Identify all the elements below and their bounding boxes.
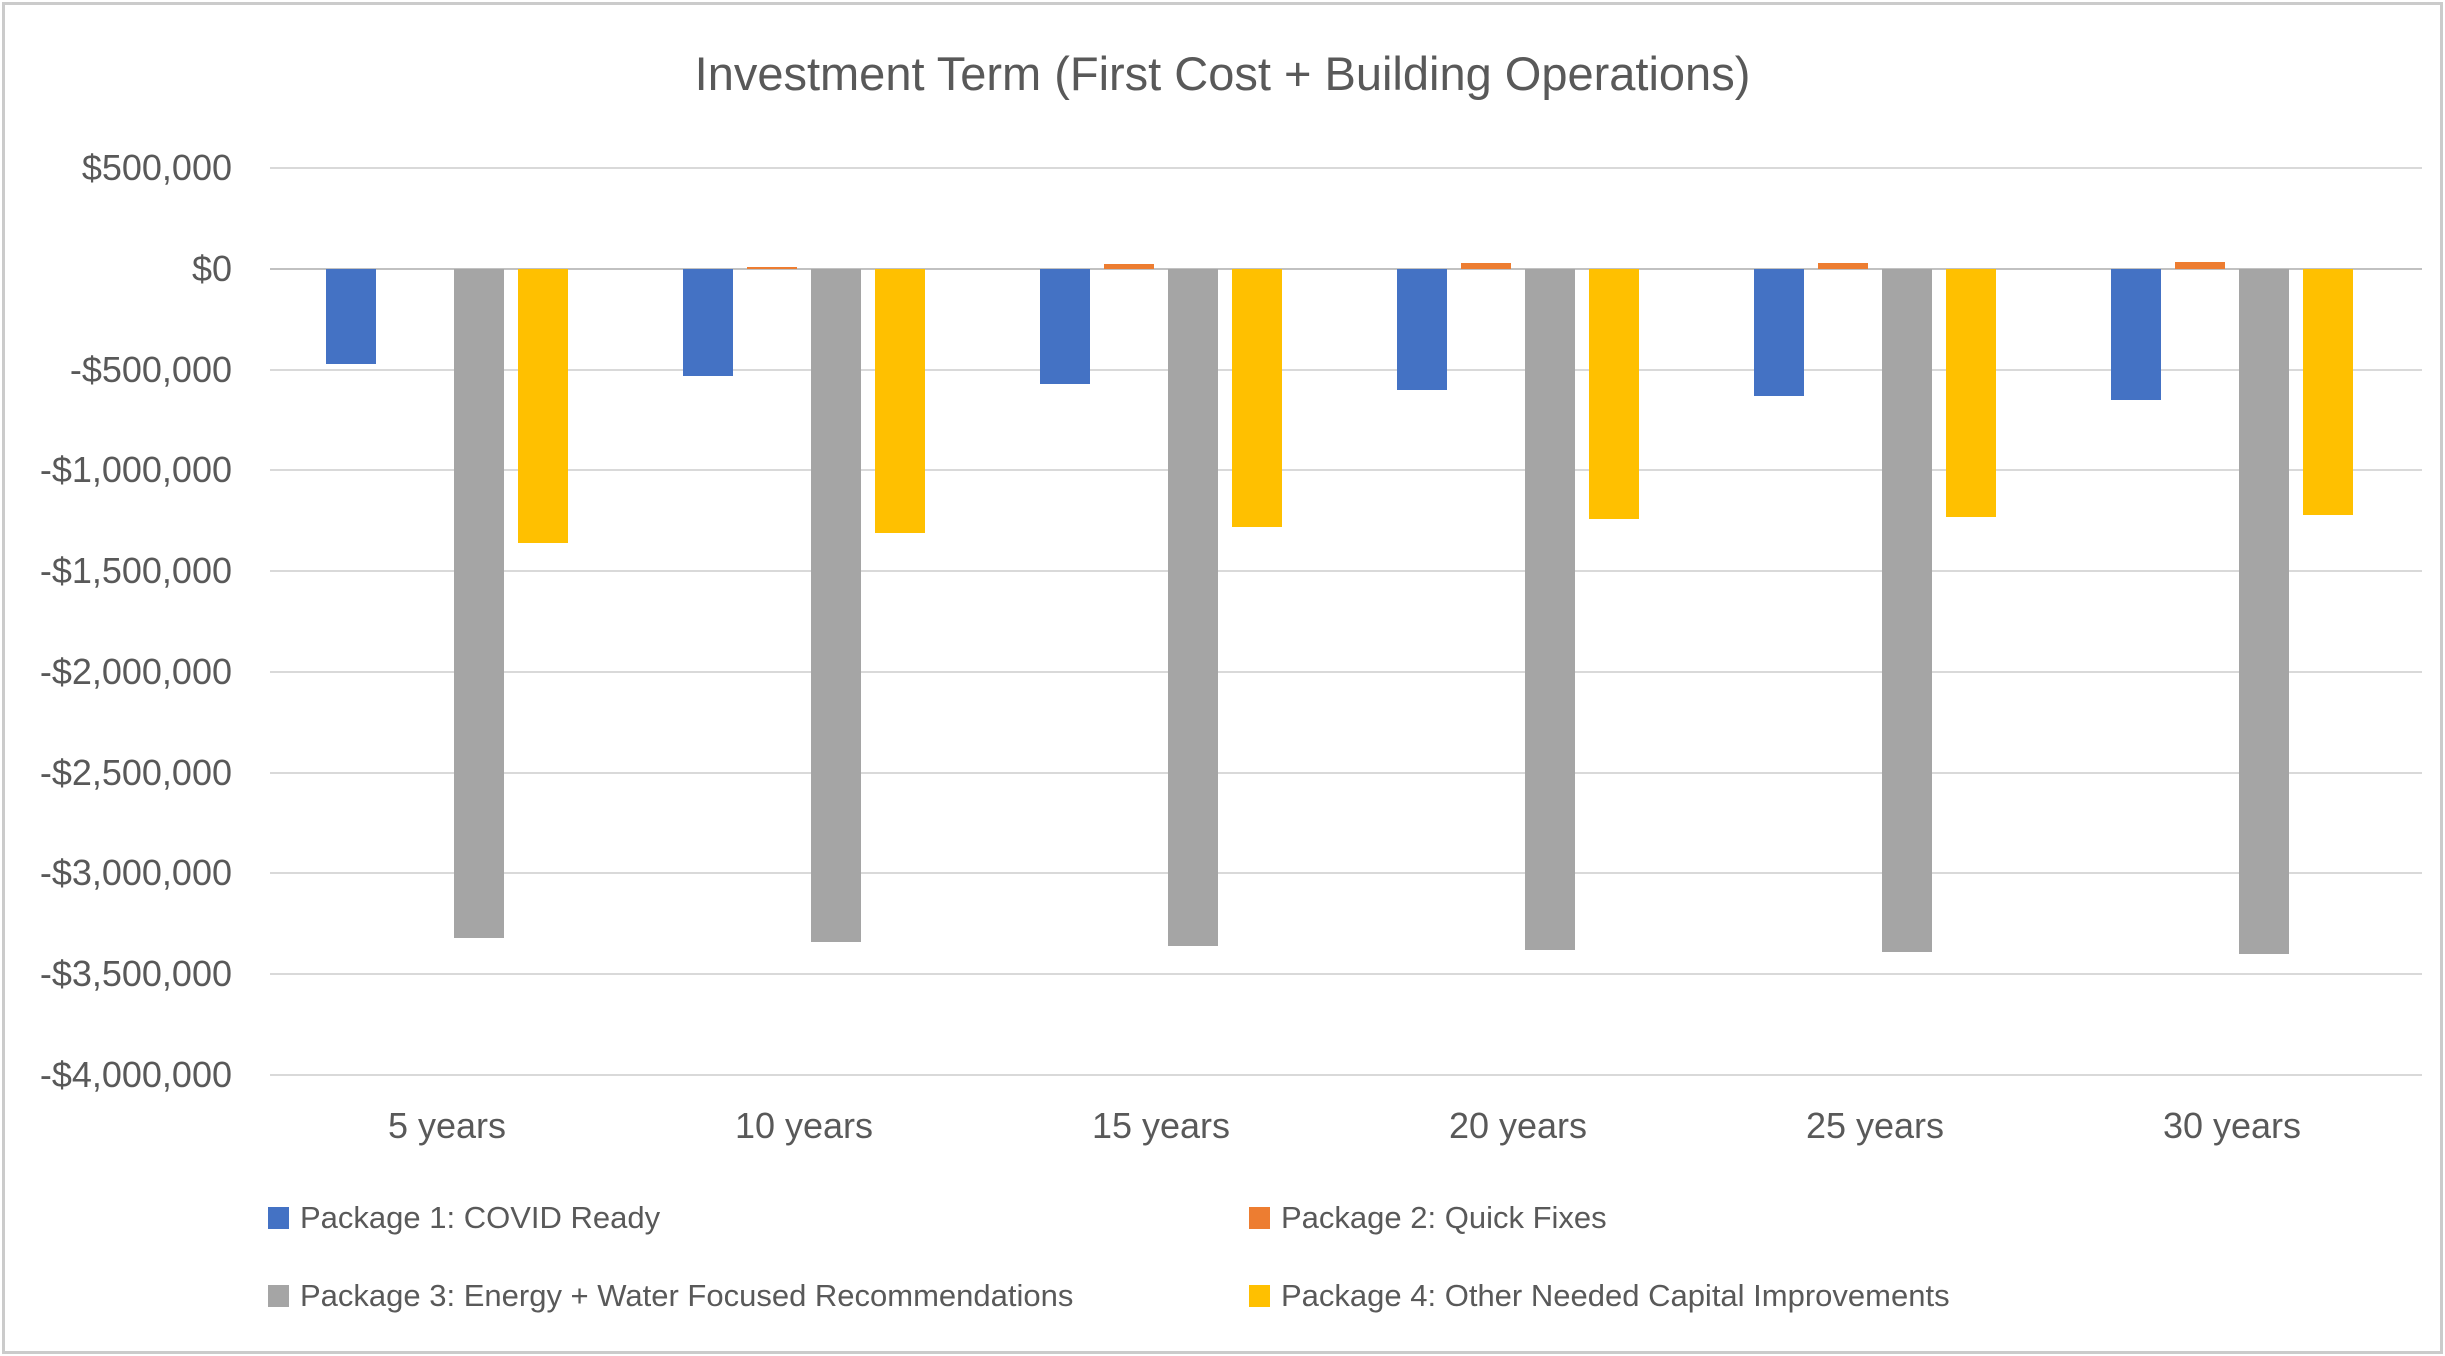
legend-item: Package 1: COVID Ready xyxy=(268,1197,660,1239)
x-axis-label: 20 years xyxy=(1448,1105,1588,1146)
legend-item: Package 4: Other Needed Capital Improvem… xyxy=(1249,1275,1950,1317)
gridline xyxy=(270,570,2422,573)
x-axis-label: 15 years xyxy=(1091,1105,1231,1146)
chart-title: Investment Term (First Cost + Building O… xyxy=(694,47,1751,100)
bar xyxy=(1461,262,1511,269)
bar xyxy=(1946,269,1996,517)
y-axis-label: -$1,500,000 xyxy=(39,550,232,592)
bar xyxy=(811,269,861,942)
y-axis-label: -$500,000 xyxy=(69,348,232,390)
gridline xyxy=(270,1073,2422,1076)
legend-swatch-icon xyxy=(1249,1207,1270,1229)
legend-label: Package 2: Quick Fixes xyxy=(1281,1200,1607,1235)
bar xyxy=(1754,269,1804,396)
legend-swatch-icon xyxy=(268,1285,289,1307)
bar xyxy=(1589,269,1639,519)
y-axis-label: $0 xyxy=(191,248,232,289)
bar xyxy=(1168,269,1218,946)
y-axis-label: -$2,000,000 xyxy=(39,650,232,692)
bar xyxy=(1818,262,1868,269)
bar xyxy=(454,269,504,938)
zero-gridline xyxy=(270,268,2422,270)
legend-swatch-icon xyxy=(268,1207,289,1229)
x-axis-label: 10 years xyxy=(734,1105,874,1146)
bar xyxy=(1397,269,1447,390)
x-axis-label: 25 years xyxy=(1805,1105,1945,1146)
bar xyxy=(326,269,376,364)
bar xyxy=(1232,269,1282,527)
bar xyxy=(1525,269,1575,950)
gridline xyxy=(270,972,2422,975)
legend-label: Package 4: Other Needed Capital Improvem… xyxy=(1281,1278,1950,1313)
gridline xyxy=(270,469,2422,472)
x-axis-label: 5 years xyxy=(387,1105,507,1146)
legend-label: Package 1: COVID Ready xyxy=(300,1200,661,1235)
y-axis-label: -$3,500,000 xyxy=(39,952,232,994)
bar xyxy=(1040,269,1090,384)
y-axis-label: -$1,000,000 xyxy=(39,449,232,491)
bar xyxy=(683,269,733,376)
legend-item: Package 2: Quick Fixes xyxy=(1249,1197,1607,1239)
bar xyxy=(2303,269,2353,515)
gridline xyxy=(270,670,2422,673)
bar xyxy=(2175,261,2225,269)
y-axis-label: -$4,000,000 xyxy=(39,1053,232,1095)
legend-swatch-icon xyxy=(1249,1285,1270,1307)
x-axis-label: 30 years xyxy=(2162,1105,2302,1146)
bar xyxy=(747,266,797,269)
bar xyxy=(518,269,568,543)
gridline xyxy=(270,368,2422,371)
bar xyxy=(1104,263,1154,269)
gridline xyxy=(270,771,2422,774)
legend-label: Package 3: Energy + Water Focused Recomm… xyxy=(300,1278,1074,1313)
legend-item: Package 3: Energy + Water Focused Recomm… xyxy=(268,1275,1073,1317)
y-axis-label: $500,000 xyxy=(81,147,232,189)
y-axis-label: -$2,500,000 xyxy=(39,751,232,793)
bar xyxy=(2239,269,2289,954)
y-axis-label: -$3,000,000 xyxy=(39,852,232,894)
gridline xyxy=(270,872,2422,875)
bar xyxy=(875,269,925,533)
bar xyxy=(2111,269,2161,400)
gridline xyxy=(270,167,2422,170)
bar xyxy=(1882,269,1932,952)
